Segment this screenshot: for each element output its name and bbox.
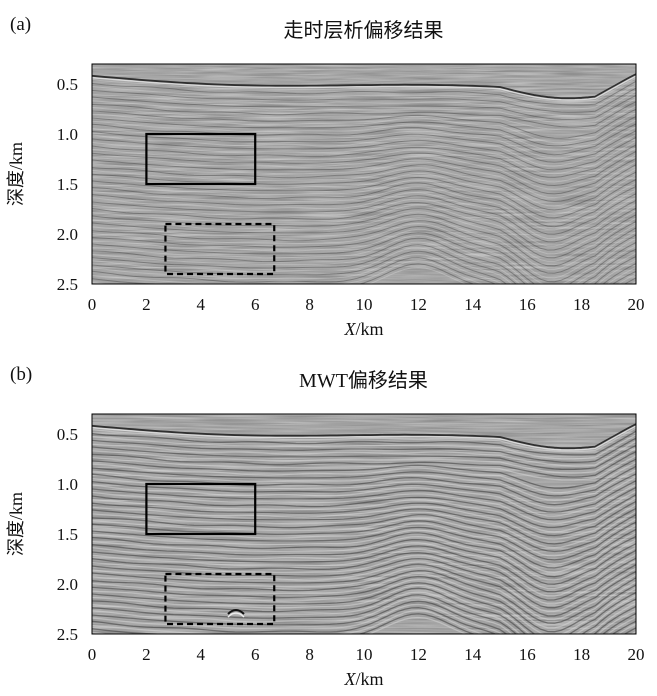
y-tick-label: 0.5 (57, 75, 78, 94)
plot-frame (91, 413, 637, 635)
x-tick-label: 4 (197, 645, 206, 664)
x-tick-label: 12 (410, 295, 427, 314)
x-tick-label: 10 (356, 295, 373, 314)
y-tick-label: 2.5 (57, 275, 78, 294)
seismic-figure: 0 2 4 6 8 10 12 14 16 18 20 0.5 1.0 1.5 2.0 2.5 X/km 深度/k… (6, 413, 645, 689)
y-tick-label: 1.0 (57, 475, 78, 494)
x-tick-label: 16 (519, 645, 536, 664)
x-tick-label: 0 (88, 645, 97, 664)
y-axis-label: 深度/km (6, 142, 26, 206)
solid-box (145, 132, 257, 186)
x-tick-label: 2 (142, 645, 151, 664)
x-tick-label: 20 (628, 295, 645, 314)
x-tick-label: 18 (573, 295, 590, 314)
y-tick-label: 2.5 (57, 625, 78, 644)
x-axis-label: X/km (343, 669, 383, 689)
dashed-box (164, 572, 276, 626)
x-tick-label: 8 (305, 645, 314, 664)
panel-label: (b) (10, 364, 33, 385)
panel-a: (a) 走时层析偏移结果 0 2 4 6 8 10 12 14 16 18 20 0.5 1.0 1.5 2… (6, 14, 645, 339)
x-tick-label: 6 (251, 295, 260, 314)
solid-box (145, 482, 257, 536)
y-tick-label: 2.0 (57, 575, 78, 594)
panel-title: MWT偏移结果 (299, 370, 428, 392)
x-tick-label: 10 (356, 645, 373, 664)
seismic-image (92, 64, 636, 284)
x-tick-label: 0 (88, 295, 97, 314)
panel-title: 走时层析偏移结果 (283, 20, 444, 42)
panel-label: (a) (10, 14, 32, 35)
x-tick-label: 20 (628, 645, 645, 664)
dashed-box (164, 222, 276, 276)
seismic-figure: 0 2 4 6 8 10 12 14 16 18 20 0.5 1.0 1.5 2.0 2.5 X/km 深度/k… (6, 63, 645, 339)
plot-frame (91, 63, 637, 285)
x-tick-label: 14 (464, 295, 482, 314)
x-tick-label: 2 (142, 295, 151, 314)
seismic-image (92, 414, 636, 634)
x-tick-label: 8 (305, 295, 314, 314)
y-tick-label: 1.0 (57, 125, 78, 144)
panel-b: (b) MWT偏移结果 0 2 4 6 8 10 12 14 16 18 20 0.5 1.0 1.5 2.… (0, 350, 657, 696)
x-tick-label: 16 (519, 295, 536, 314)
x-tick-label: 4 (197, 295, 206, 314)
y-axis-label: 深度/km (6, 492, 26, 556)
x-tick-label: 14 (464, 645, 482, 664)
y-tick-label: 0.5 (57, 425, 78, 444)
x-tick-label: 6 (251, 645, 260, 664)
x-tick-label: 18 (573, 645, 590, 664)
y-tick-label: 1.5 (57, 175, 78, 194)
x-axis-label: X/km (343, 319, 383, 339)
x-tick-label: 12 (410, 645, 427, 664)
y-tick-label: 2.0 (57, 225, 78, 244)
y-tick-label: 1.5 (57, 525, 78, 544)
